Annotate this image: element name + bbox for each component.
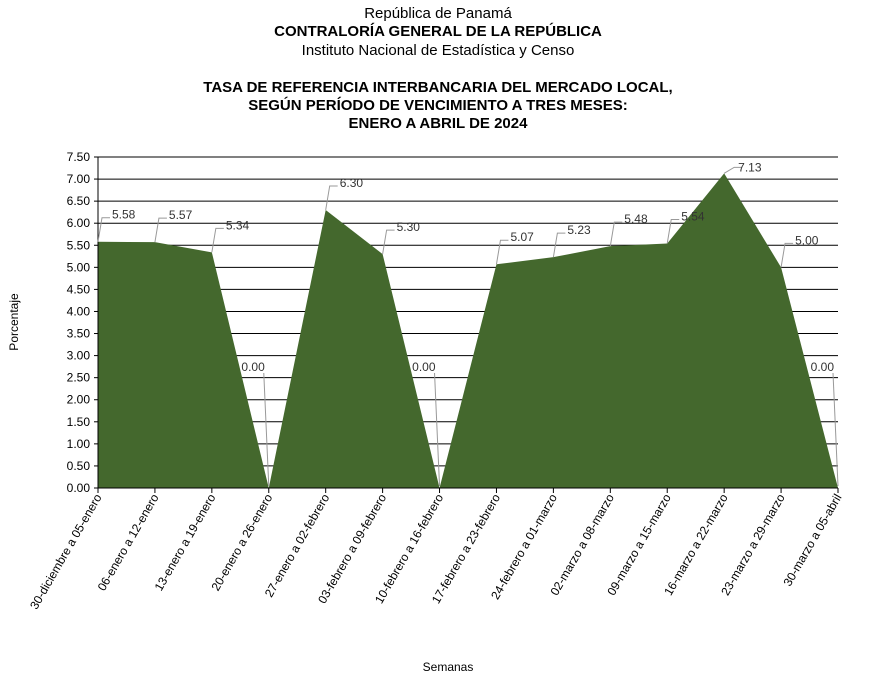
data-label: 7.13 — [738, 160, 762, 174]
data-label-leader — [325, 185, 338, 211]
y-axis-label: Porcentaje — [7, 293, 21, 351]
data-label: 5.54 — [681, 210, 705, 224]
y-tick-label: 2.50 — [67, 371, 91, 385]
data-label-leader — [211, 227, 224, 253]
y-tick-label: 7.00 — [67, 172, 91, 186]
x-tick-label: 30-diciembre a 05-enero — [27, 491, 105, 612]
data-label-leader — [263, 372, 270, 487]
data-label: 5.57 — [169, 208, 193, 222]
data-label-leader — [832, 372, 839, 487]
x-tick-label: 24-febrero a 01-marzo — [488, 491, 560, 602]
y-tick-label: 0.00 — [67, 481, 91, 495]
y-tick-label: 2.00 — [67, 393, 91, 407]
x-tick-label: 23-marzo a 29-marzo — [718, 491, 788, 598]
data-label: 0.00 — [811, 360, 835, 374]
data-label-leader — [434, 372, 441, 487]
y-tick-label: 4.00 — [67, 304, 91, 318]
data-label: 5.48 — [624, 212, 648, 226]
x-tick-label: 06-enero a 12-enero — [95, 491, 162, 593]
x-tick-label: 09-marzo a 15-marzo — [604, 491, 674, 598]
y-tick-label: 7.50 — [67, 150, 91, 164]
data-label-leader — [382, 229, 395, 255]
y-tick-label: 4.50 — [67, 282, 91, 296]
y-tick-label: 5.00 — [67, 260, 91, 274]
data-label: 5.34 — [226, 218, 250, 232]
data-label: 5.07 — [510, 230, 534, 244]
chart-title-line-2: SEGÚN PERÍODO DE VENCIMIENTO A TRES MESE… — [248, 97, 628, 114]
area-series — [98, 173, 838, 488]
chart-title-line-3: ENERO A ABRIL DE 2024 — [348, 115, 528, 132]
data-label-leader — [97, 217, 110, 242]
x-tick-label: 16-marzo a 22-marzo — [661, 491, 731, 598]
x-tick-label: 13-enero a 19-enero — [152, 491, 219, 593]
x-axis-label: Semanas — [423, 660, 474, 674]
y-tick-label: 6.00 — [67, 216, 91, 230]
header-institution: CONTRALORÍA GENERAL DE LA REPÚBLICA — [274, 23, 602, 40]
x-tick-label: 20-enero a 26-enero — [209, 491, 276, 593]
y-tick-label: 3.50 — [67, 327, 91, 341]
data-label-leader — [495, 239, 509, 265]
y-tick-label: 0.50 — [67, 459, 91, 473]
data-label: 5.58 — [112, 208, 136, 222]
data-label-leader — [780, 242, 794, 268]
chart-title-line-1: TASA DE REFERENCIA INTERBANCARIA DEL MER… — [203, 79, 673, 96]
axes — [97, 157, 838, 489]
header-republic: República de Panamá — [364, 5, 512, 22]
data-label-leader — [552, 232, 566, 258]
header-institute: Instituto Nacional de Estadística y Cens… — [301, 42, 575, 59]
data-label-leader — [609, 221, 623, 247]
data-label: 5.00 — [795, 233, 819, 247]
data-label: 0.00 — [241, 360, 265, 374]
y-tick-label: 1.00 — [67, 437, 91, 451]
y-tick-label: 3.00 — [67, 349, 91, 363]
data-label: 5.30 — [397, 220, 421, 234]
data-label: 0.00 — [412, 360, 436, 374]
x-tick-label: 27-enero a 02-febrero — [262, 491, 333, 599]
data-labels: 5.58 5.57 5.34 0.00 6.30 5.30 0.00 5.07 5.23 5.48… — [97, 160, 839, 487]
x-tick-label: 02-marzo a 08-marzo — [547, 491, 617, 598]
x-tick-label: 30-marzo a 05-abril — [780, 492, 844, 589]
data-label-leader — [154, 217, 167, 243]
y-tick-label: 6.50 — [67, 194, 91, 208]
y-axis-ticks: 0.00 0.50 1.00 1.50 2.00 2.50 3.00 3.50 4.00 4.50… — [67, 150, 98, 495]
data-label-leader — [723, 166, 743, 174]
data-label-leader — [666, 219, 680, 244]
data-label: 5.23 — [567, 223, 591, 237]
data-label: 6.30 — [340, 176, 364, 190]
y-tick-label: 1.50 — [67, 415, 91, 429]
y-tick-label: 5.50 — [67, 238, 91, 252]
